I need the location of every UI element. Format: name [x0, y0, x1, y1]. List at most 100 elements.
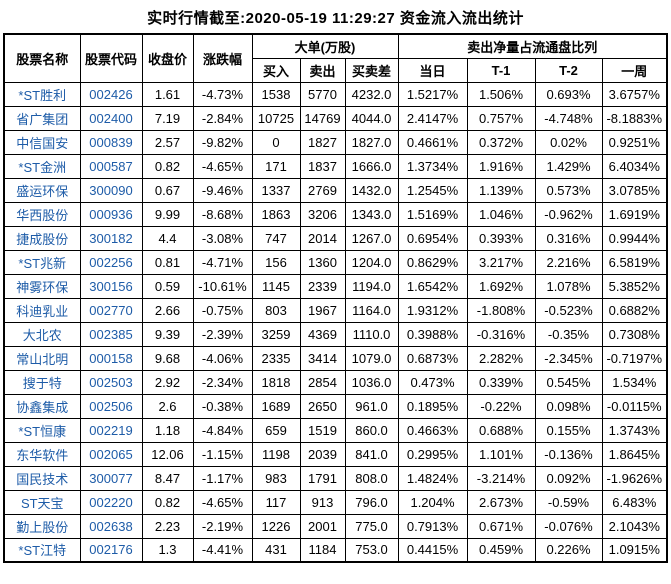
- stock-code[interactable]: 002400: [79, 105, 143, 131]
- buy-volume: 3259: [251, 321, 301, 347]
- stock-name[interactable]: 捷成股份: [3, 225, 81, 251]
- stock-name[interactable]: 国民技术: [3, 465, 81, 491]
- sell-volume: 3206: [299, 201, 346, 227]
- table-row: 中信国安 000839 2.57 -9.82% 0 1827 1827.0 0.4661% 0.…: [3, 129, 668, 155]
- col-header-week: 一周: [601, 57, 668, 83]
- close-price: 2.23: [141, 513, 194, 539]
- ratio-t2: -2.345%: [534, 345, 603, 371]
- stock-code[interactable]: 002219: [79, 417, 143, 443]
- stock-name[interactable]: 东华软件: [3, 441, 81, 467]
- ratio-t1: -0.316%: [466, 321, 536, 347]
- ratio-week: 3.0785%: [601, 177, 668, 203]
- ratio-t1: 1.046%: [466, 201, 536, 227]
- stock-name[interactable]: 中信国安: [3, 129, 81, 155]
- close-price: 0.82: [141, 489, 194, 515]
- stock-name[interactable]: 神雾环保: [3, 273, 81, 299]
- stock-code[interactable]: 002385: [79, 321, 143, 347]
- ratio-day: 1.5169%: [397, 201, 468, 227]
- stock-name[interactable]: *ST江特: [3, 537, 81, 563]
- stock-code[interactable]: 002176: [79, 537, 143, 563]
- ratio-week: 1.0915%: [601, 537, 668, 563]
- table-row: 华西股份 000936 9.99 -8.68% 1863 3206 1343.0 1.5169…: [3, 201, 668, 227]
- stock-name[interactable]: 常山北明: [3, 345, 81, 371]
- ratio-week: 0.7308%: [601, 321, 668, 347]
- ratio-day: 0.6954%: [397, 225, 468, 251]
- stock-code[interactable]: 002426: [79, 81, 143, 107]
- change-pct: -1.17%: [192, 465, 253, 491]
- stock-code[interactable]: 002256: [79, 249, 143, 275]
- stock-name[interactable]: ST天宝: [3, 489, 81, 515]
- stock-code[interactable]: 300077: [79, 465, 143, 491]
- sell-volume: 2339: [299, 273, 346, 299]
- buy-sell-diff: 808.0: [344, 465, 399, 491]
- ratio-t1: -3.214%: [466, 465, 536, 491]
- table-row: 协鑫集成 002506 2.6 -0.38% 1689 2650 961.0 0.1895% -…: [3, 393, 668, 419]
- stock-name[interactable]: *ST兆新: [3, 249, 81, 275]
- ratio-week: 2.1043%: [601, 513, 668, 539]
- sell-volume: 2001: [299, 513, 346, 539]
- stock-code[interactable]: 002065: [79, 441, 143, 467]
- change-pct: -3.08%: [192, 225, 253, 251]
- col-group-net-sell-ratio: 卖出净量占流通盘比列: [397, 33, 668, 59]
- buy-sell-diff: 1204.0: [344, 249, 399, 275]
- stock-name[interactable]: 大北农: [3, 321, 81, 347]
- stock-code[interactable]: 300090: [79, 177, 143, 203]
- ratio-t1: 0.393%: [466, 225, 536, 251]
- buy-volume: 171: [251, 153, 301, 179]
- sell-volume: 2014: [299, 225, 346, 251]
- ratio-day: 1.9312%: [397, 297, 468, 323]
- stock-code[interactable]: 002770: [79, 297, 143, 323]
- stock-code[interactable]: 000158: [79, 345, 143, 371]
- sell-volume: 2039: [299, 441, 346, 467]
- stock-code[interactable]: 300156: [79, 273, 143, 299]
- close-price: 1.61: [141, 81, 194, 107]
- stock-code[interactable]: 000839: [79, 129, 143, 155]
- stock-code[interactable]: 002506: [79, 393, 143, 419]
- stock-name[interactable]: 盛运环保: [3, 177, 81, 203]
- sell-volume: 2854: [299, 369, 346, 395]
- change-pct: -10.61%: [192, 273, 253, 299]
- ratio-t2: 1.078%: [534, 273, 603, 299]
- stock-name[interactable]: 科迪乳业: [3, 297, 81, 323]
- stock-code[interactable]: 002503: [79, 369, 143, 395]
- table-body: *ST胜利 002426 1.61 -4.73% 1538 5770 4232.0 1.521…: [3, 81, 668, 563]
- stock-code[interactable]: 000587: [79, 153, 143, 179]
- ratio-week: 3.6757%: [601, 81, 668, 107]
- close-price: 0.67: [141, 177, 194, 203]
- close-price: 0.81: [141, 249, 194, 275]
- ratio-day: 0.473%: [397, 369, 468, 395]
- stock-name[interactable]: 搜于特: [3, 369, 81, 395]
- buy-sell-diff: 961.0: [344, 393, 399, 419]
- ratio-t1: -0.22%: [466, 393, 536, 419]
- stock-code[interactable]: 002220: [79, 489, 143, 515]
- ratio-t2: 0.693%: [534, 81, 603, 107]
- close-price: 9.39: [141, 321, 194, 347]
- ratio-t1: 1.101%: [466, 441, 536, 467]
- table-row: 捷成股份 300182 4.4 -3.08% 747 2014 1267.0 0.6954% 0…: [3, 225, 668, 251]
- buy-volume: 117: [251, 489, 301, 515]
- buy-volume: 1863: [251, 201, 301, 227]
- stock-name[interactable]: *ST胜利: [3, 81, 81, 107]
- stock-name[interactable]: *ST金洲: [3, 153, 81, 179]
- ratio-day: 0.1895%: [397, 393, 468, 419]
- change-pct: -1.15%: [192, 441, 253, 467]
- stock-name[interactable]: *ST恒康: [3, 417, 81, 443]
- ratio-day: 0.2995%: [397, 441, 468, 467]
- ratio-day: 0.6873%: [397, 345, 468, 371]
- buy-volume: 1337: [251, 177, 301, 203]
- ratio-week: 0.9251%: [601, 129, 668, 155]
- stock-name[interactable]: 华西股份: [3, 201, 81, 227]
- ratio-t1: 0.339%: [466, 369, 536, 395]
- ratio-day: 1.6542%: [397, 273, 468, 299]
- stock-code[interactable]: 000936: [79, 201, 143, 227]
- close-price: 12.06: [141, 441, 194, 467]
- ratio-t2: 1.429%: [534, 153, 603, 179]
- stock-name[interactable]: 协鑫集成: [3, 393, 81, 419]
- stock-name[interactable]: 勤上股份: [3, 513, 81, 539]
- stock-code[interactable]: 300182: [79, 225, 143, 251]
- ratio-t1: 0.459%: [466, 537, 536, 563]
- table-row: *ST江特 002176 1.3 -4.41% 431 1184 753.0 0.4415% 0…: [3, 537, 668, 563]
- ratio-week: 1.3743%: [601, 417, 668, 443]
- stock-name[interactable]: 省广集团: [3, 105, 81, 131]
- stock-code[interactable]: 002638: [79, 513, 143, 539]
